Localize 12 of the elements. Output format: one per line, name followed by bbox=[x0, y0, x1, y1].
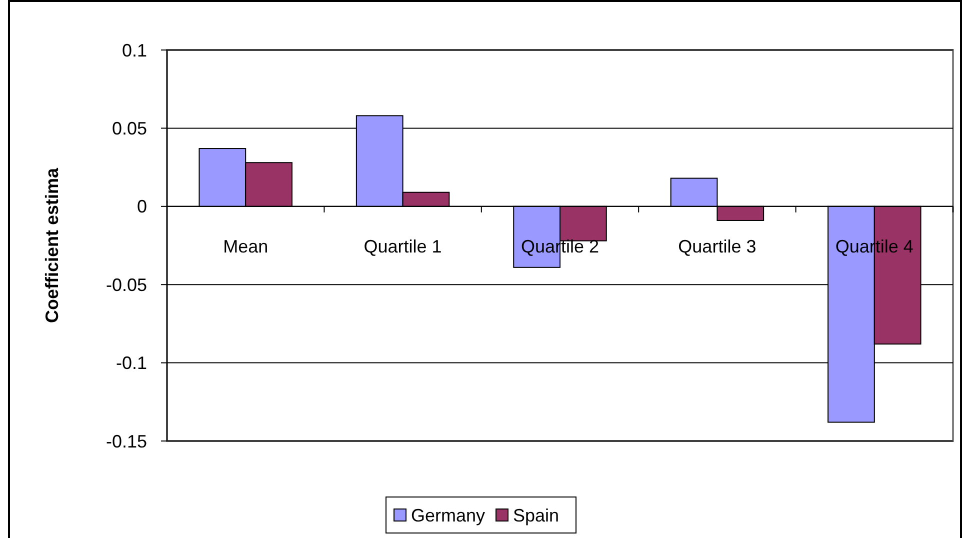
y-tick-label: -0.15 bbox=[106, 431, 147, 452]
x-tick-label: Mean bbox=[223, 236, 268, 257]
y-tick-label: 0.1 bbox=[122, 40, 147, 60]
y-tick-label: 0.05 bbox=[112, 118, 147, 138]
y-tick-label: -0.05 bbox=[106, 274, 147, 295]
x-tick-label: Quartile 3 bbox=[678, 236, 756, 257]
y-tick-label: 0 bbox=[136, 196, 147, 217]
y-axis-title: Coefficient estima bbox=[42, 166, 62, 324]
legend-label: Germany bbox=[411, 505, 486, 526]
x-tick-label: Quartile 1 bbox=[364, 236, 442, 257]
y-tick-label: -0.1 bbox=[116, 353, 147, 374]
legend-label: Spain bbox=[513, 505, 560, 526]
